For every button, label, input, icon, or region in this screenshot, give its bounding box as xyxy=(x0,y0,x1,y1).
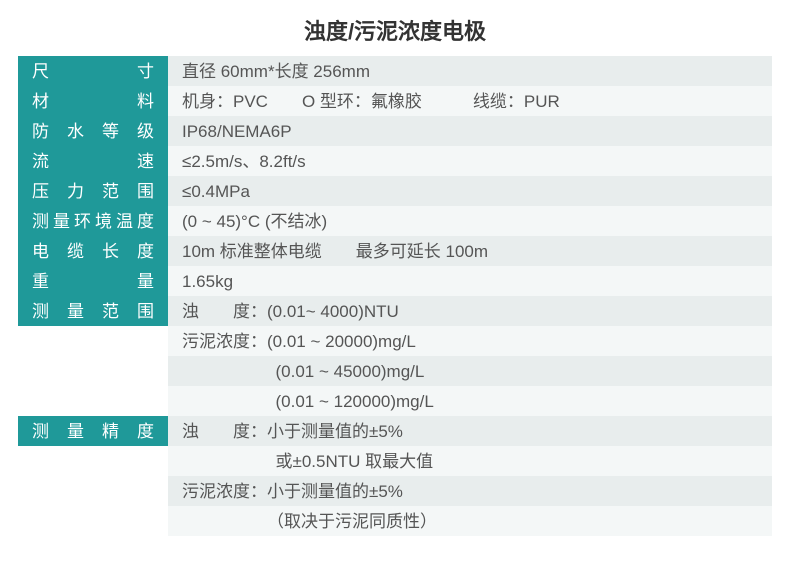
spec-value: (0.01 ~ 120000)mg/L xyxy=(168,386,772,416)
spec-container: 浊度/污泥浓度电极 尺寸直径 60mm*长度 256mm材料机身：PVC O 型… xyxy=(0,0,790,536)
spec-label: 测量精度 xyxy=(18,416,168,446)
spec-value: ≤2.5m/s、8.2ft/s xyxy=(168,146,772,176)
spec-value: (0 ~ 45)°C (不结冰) xyxy=(168,206,772,236)
table-row: （取决于污泥同质性） xyxy=(18,506,772,536)
spec-value: IP68/NEMA6P xyxy=(168,116,772,146)
table-row: 材料机身：PVC O 型环：氟橡胶 线缆：PUR xyxy=(18,86,772,116)
spec-label: 材料 xyxy=(18,86,168,116)
spec-value: 机身：PVC O 型环：氟橡胶 线缆：PUR xyxy=(168,86,772,116)
table-row: (0.01 ~ 45000)mg/L xyxy=(18,356,772,386)
table-row: 流速≤2.5m/s、8.2ft/s xyxy=(18,146,772,176)
spec-label: 压力范围 xyxy=(18,176,168,206)
table-row: 污泥浓度：小于测量值的±5% xyxy=(18,476,772,506)
table-row: 防水等级IP68/NEMA6P xyxy=(18,116,772,146)
spec-label-empty xyxy=(18,446,168,476)
spec-label: 防水等级 xyxy=(18,116,168,146)
table-row: 测量范围浊 度：(0.01~ 4000)NTU xyxy=(18,296,772,326)
spec-value: 10m 标准整体电缆 最多可延长 100m xyxy=(168,236,772,266)
spec-label-empty xyxy=(18,386,168,416)
table-row: 测量环境温度(0 ~ 45)°C (不结冰) xyxy=(18,206,772,236)
spec-value: ≤0.4MPa xyxy=(168,176,772,206)
spec-value: 污泥浓度：小于测量值的±5% xyxy=(168,476,772,506)
table-row: 或±0.5NTU 取最大值 xyxy=(18,446,772,476)
spec-label: 电缆长度 xyxy=(18,236,168,266)
spec-value: 浊 度：小于测量值的±5% xyxy=(168,416,772,446)
spec-table: 尺寸直径 60mm*长度 256mm材料机身：PVC O 型环：氟橡胶 线缆：P… xyxy=(18,56,772,536)
spec-value: 1.65kg xyxy=(168,266,772,296)
spec-value: （取决于污泥同质性） xyxy=(168,506,772,536)
spec-label: 测量范围 xyxy=(18,296,168,326)
spec-tbody: 尺寸直径 60mm*长度 256mm材料机身：PVC O 型环：氟橡胶 线缆：P… xyxy=(18,56,772,536)
spec-value: 或±0.5NTU 取最大值 xyxy=(168,446,772,476)
table-row: 电缆长度 10m 标准整体电缆 最多可延长 100m xyxy=(18,236,772,266)
spec-label: 尺寸 xyxy=(18,56,168,86)
table-row: 压力范围≤0.4MPa xyxy=(18,176,772,206)
spec-value: 直径 60mm*长度 256mm xyxy=(168,56,772,86)
spec-label: 重量 xyxy=(18,266,168,296)
table-row: (0.01 ~ 120000)mg/L xyxy=(18,386,772,416)
spec-label: 测量环境温度 xyxy=(18,206,168,236)
spec-value: (0.01 ~ 45000)mg/L xyxy=(168,356,772,386)
table-row: 测量精度浊 度：小于测量值的±5% xyxy=(18,416,772,446)
spec-label-empty xyxy=(18,506,168,536)
spec-value: 浊 度：(0.01~ 4000)NTU xyxy=(168,296,772,326)
table-row: 重量1.65kg xyxy=(18,266,772,296)
spec-label-empty xyxy=(18,326,168,356)
spec-label-empty xyxy=(18,476,168,506)
spec-value: 污泥浓度：(0.01 ~ 20000)mg/L xyxy=(168,326,772,356)
table-row: 尺寸直径 60mm*长度 256mm xyxy=(18,56,772,86)
spec-label-empty xyxy=(18,356,168,386)
page-title: 浊度/污泥浓度电极 xyxy=(18,10,772,56)
table-row: 污泥浓度：(0.01 ~ 20000)mg/L xyxy=(18,326,772,356)
spec-label: 流速 xyxy=(18,146,168,176)
